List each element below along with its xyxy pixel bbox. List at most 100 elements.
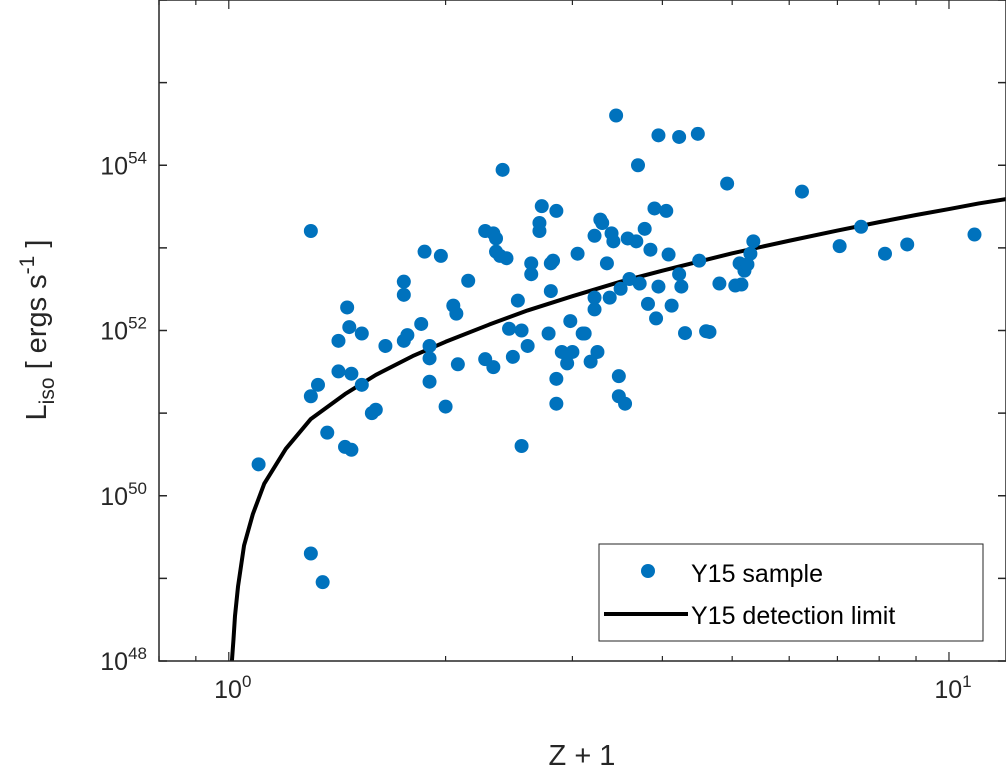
- data-point: [664, 298, 679, 313]
- data-point: [570, 246, 585, 261]
- y-axis-title-base: L: [21, 404, 53, 420]
- data-point: [422, 338, 437, 353]
- data-point: [712, 276, 727, 291]
- data-point: [643, 242, 658, 257]
- legend: Y15 sample Y15 detection limit: [598, 543, 984, 642]
- y-axis-title-unit: [ ergs s: [21, 274, 53, 377]
- detection-limit-layer: [229, 197, 1006, 662]
- data-point: [378, 338, 393, 353]
- data-point: [344, 366, 359, 381]
- y-tick-label: 1050: [100, 479, 147, 511]
- data-point: [532, 216, 547, 230]
- data-point: [554, 344, 569, 359]
- data-point: [486, 360, 501, 375]
- data-point: [637, 221, 652, 236]
- x-tick-label: 101: [934, 672, 971, 704]
- data-point: [524, 256, 539, 271]
- data-point: [396, 287, 411, 302]
- data-point: [499, 251, 514, 266]
- data-point: [417, 244, 432, 259]
- data-point: [510, 293, 525, 308]
- data-point: [647, 201, 662, 216]
- data-point: [746, 234, 761, 249]
- data-point: [331, 333, 346, 348]
- data-point: [577, 326, 592, 341]
- data-point: [344, 442, 359, 457]
- data-point: [303, 546, 318, 561]
- data-point: [618, 396, 633, 411]
- data-point: [583, 354, 598, 369]
- data-point: [611, 369, 626, 384]
- data-point: [400, 328, 415, 343]
- data-point: [354, 377, 369, 392]
- data-point: [595, 216, 610, 230]
- data-point: [720, 176, 735, 191]
- legend-marker-sample: [641, 564, 655, 578]
- data-point: [674, 279, 689, 294]
- data-point: [449, 306, 464, 321]
- data-point: [549, 371, 564, 386]
- data-point: [743, 246, 758, 261]
- data-point: [489, 231, 504, 246]
- data-point: [659, 203, 674, 218]
- data-point: [461, 273, 476, 288]
- data-point: [342, 320, 357, 335]
- data-point: [354, 326, 369, 341]
- data-point: [450, 357, 465, 372]
- data-point: [502, 321, 517, 336]
- y-tick-label: 1052: [100, 314, 147, 346]
- data-point: [967, 227, 982, 242]
- data-point: [368, 402, 383, 417]
- axis-ticks: 1048 1050 1052 1054 100 101: [100, 0, 1006, 704]
- data-point: [609, 108, 624, 123]
- data-point: [565, 344, 580, 359]
- data-point: [546, 253, 561, 268]
- y-tick-label: 1054: [100, 148, 147, 180]
- data-point: [854, 219, 869, 234]
- data-point: [602, 290, 617, 305]
- data-point: [672, 129, 687, 144]
- data-point: [692, 253, 707, 268]
- detection-limit-line: [229, 197, 1006, 662]
- legend-label-limit: Y15 detection limit: [691, 602, 895, 630]
- data-point: [320, 425, 335, 440]
- data-point: [702, 324, 717, 339]
- data-point: [303, 389, 318, 404]
- data-point: [832, 239, 847, 254]
- y-axis-title: Liso [ ergs s-1 ]: [16, 240, 59, 421]
- data-point: [599, 256, 614, 271]
- sample-points-layer: [251, 108, 982, 590]
- data-point: [520, 338, 535, 353]
- data-point: [534, 199, 549, 214]
- y-axis-title-sub: iso: [36, 377, 59, 404]
- data-point: [560, 356, 575, 371]
- data-point: [549, 203, 564, 218]
- data-point: [331, 364, 346, 379]
- data-point: [438, 399, 453, 414]
- data-point: [310, 377, 325, 392]
- data-point: [543, 284, 558, 299]
- data-point: [740, 257, 755, 272]
- data-point: [422, 374, 437, 389]
- data-point: [678, 326, 693, 341]
- y-tick-label: 1048: [100, 644, 147, 676]
- data-point: [414, 316, 429, 331]
- data-point: [651, 128, 666, 143]
- data-point: [794, 184, 809, 199]
- data-point: [661, 247, 676, 262]
- legend-box: [598, 543, 984, 642]
- data-point: [514, 439, 529, 453]
- data-point: [690, 126, 705, 141]
- x-tick-label: 100: [214, 672, 251, 704]
- y-axis-title-unit-close: ]: [21, 240, 53, 256]
- data-point: [606, 234, 621, 249]
- data-point: [396, 274, 411, 289]
- legend-label-sample: Y15 sample: [691, 560, 823, 588]
- data-point: [251, 457, 266, 472]
- data-point: [629, 234, 644, 249]
- data-point: [303, 224, 318, 239]
- data-point: [587, 290, 602, 305]
- data-point: [422, 351, 437, 366]
- data-point: [587, 228, 602, 243]
- x-axis-title: Z + 1: [549, 740, 616, 769]
